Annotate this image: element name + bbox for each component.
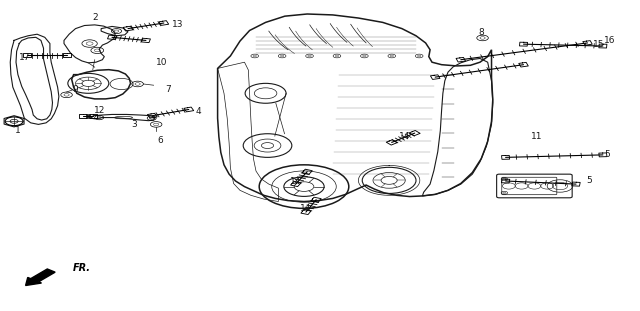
Text: 4: 4 [196,108,201,116]
Text: 14: 14 [290,177,301,185]
Text: 13: 13 [172,20,184,29]
Text: 1: 1 [15,126,20,135]
Text: 9: 9 [73,85,78,94]
Text: 2: 2 [92,13,97,21]
Text: 17: 17 [19,53,30,62]
FancyArrow shape [26,269,55,285]
Text: FR.: FR. [73,263,91,273]
Text: 10: 10 [156,58,167,67]
Text: 8: 8 [479,28,484,37]
Text: 3: 3 [132,120,137,129]
Text: 14: 14 [399,132,410,141]
Text: 11: 11 [531,132,542,141]
Text: 5: 5 [586,176,591,185]
Text: 16: 16 [604,36,615,45]
Text: 12: 12 [93,106,105,115]
Text: 6: 6 [157,136,163,145]
Text: 14: 14 [300,204,312,213]
Text: 5: 5 [604,151,609,159]
Text: 15: 15 [593,40,604,49]
Text: 7: 7 [165,85,170,94]
